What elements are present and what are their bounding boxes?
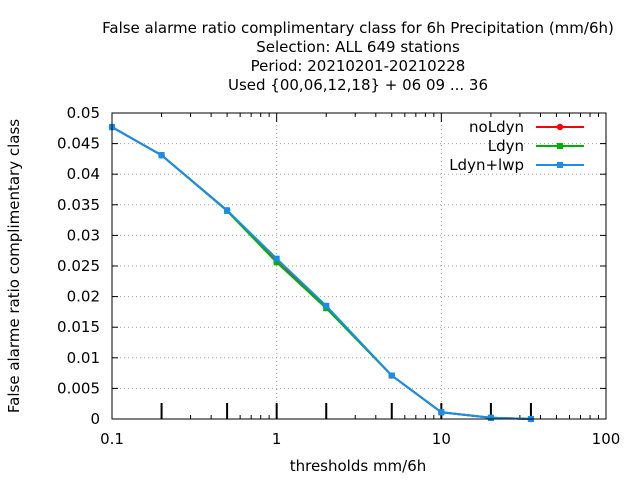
data-point-Ldyn+lwp — [438, 409, 445, 416]
y-tick-label: 0.015 — [57, 318, 100, 336]
y-tick-label: 0.035 — [57, 196, 100, 214]
y-axis-label: False alarme ratio complimentary class — [5, 119, 23, 413]
y-tick-label: 0.025 — [57, 257, 100, 275]
axis-ticks: 0 0.005 0.01 0.015 0.02 0.025 0.03 0.035 0.04 0.0… — [57, 104, 620, 448]
data-point-Ldyn+lwp — [158, 152, 165, 159]
legend-marker — [557, 162, 563, 168]
y-tick-label: 0.005 — [57, 379, 100, 397]
data-point-Ldyn — [273, 259, 280, 266]
chart-title: False alarme ratio complimentary class f… — [102, 19, 614, 94]
series-group — [108, 123, 535, 423]
title-line-3: Period: 20210201-20210228 — [251, 57, 466, 75]
data-point-Ldyn+lwp — [273, 255, 280, 262]
y-tick-label: 0.05 — [67, 104, 100, 122]
legend-label: noLdyn — [469, 118, 524, 136]
y-tick-label: 0.04 — [67, 165, 100, 183]
plot-frame — [111, 112, 607, 420]
grid — [112, 113, 606, 419]
title-line-1: False alarme ratio complimentary class f… — [102, 19, 614, 37]
legend-label: Ldyn — [488, 137, 524, 155]
data-point-Ldyn+lwp — [323, 302, 330, 309]
data-point-Ldyn+lwp — [388, 372, 395, 379]
legend-label: Ldyn+lwp — [449, 156, 524, 174]
y-tick-label: 0.03 — [67, 226, 100, 244]
title-line-2: Selection: ALL 649 stations — [256, 38, 460, 56]
x-tick-label: 1 — [272, 430, 282, 448]
x-tick-label: 10 — [432, 430, 451, 448]
data-point-Ldyn+lwp — [224, 207, 231, 214]
y-tick-label: 0.02 — [67, 288, 100, 306]
x-tick-label: 0.1 — [100, 430, 124, 448]
legend-marker — [557, 143, 563, 149]
title-line-4: Used {00,06,12,18} + 06 09 ... 36 — [228, 76, 488, 94]
y-tick-label: 0.045 — [57, 135, 100, 153]
data-point-Ldyn+lwp — [487, 414, 494, 421]
x-tick-label: 100 — [592, 430, 621, 448]
legend-marker — [556, 123, 564, 131]
x-axis-label: thresholds mm/6h — [290, 457, 427, 475]
y-tick-label: 0 — [90, 410, 100, 428]
y-tick-label: 0.01 — [67, 349, 100, 367]
